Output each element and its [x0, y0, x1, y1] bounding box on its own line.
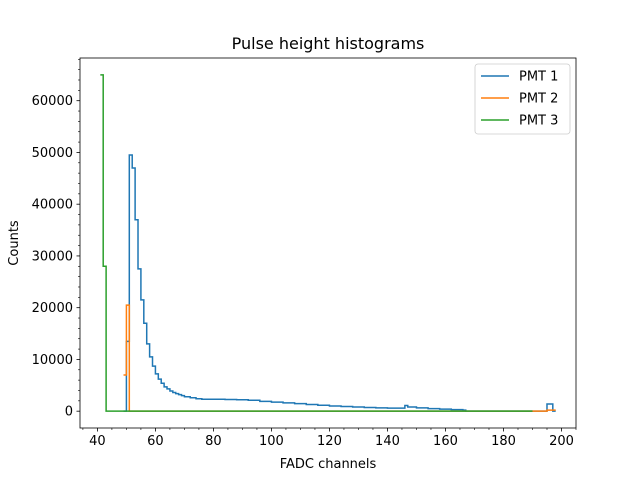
y-tick-label: 30000: [32, 249, 73, 264]
legend-label-3: PMT 3: [519, 114, 558, 129]
x-tick-label: 180: [491, 434, 516, 449]
axes-frame: [79, 57, 577, 429]
x-tick-label: 80: [205, 434, 222, 449]
legend-label-2: PMT 2: [519, 92, 558, 107]
legend-label-1: PMT 1: [519, 70, 558, 85]
x-tick-label: 60: [147, 434, 164, 449]
x-tick-label: 160: [433, 434, 458, 449]
x-tick-label: 40: [89, 434, 106, 449]
y-tick-label: 20000: [32, 301, 73, 316]
y-tick-label: 0: [65, 405, 73, 420]
x-axis-ticks: 40 60 80 100 120 140 160 180 200: [89, 428, 574, 449]
y-axis-label: Counts: [7, 220, 22, 266]
series-line-1: [123, 154, 556, 412]
series-line-3: [100, 74, 533, 412]
x-axis-label: FADC channels: [280, 457, 377, 472]
y-axis-ticks: 0 10000 20000 30000 40000 50000 60000: [32, 94, 80, 420]
y-tick-label: 10000: [32, 353, 73, 368]
x-tick-label: 200: [549, 434, 574, 449]
chart-title: Pulse height histograms: [232, 34, 425, 53]
y-tick-label: 60000: [32, 94, 73, 109]
y-tick-label: 40000: [32, 198, 73, 213]
plot-area-border: [79, 57, 577, 429]
legend-box: [474, 63, 571, 135]
x-tick-label: 100: [259, 434, 284, 449]
x-tick-label: 120: [317, 434, 342, 449]
x-tick-label: 140: [375, 434, 400, 449]
chart-legend: PMT 1 PMT 2 PMT 3: [474, 63, 571, 135]
series-layer: [100, 74, 556, 412]
y-tick-label: 50000: [32, 146, 73, 161]
